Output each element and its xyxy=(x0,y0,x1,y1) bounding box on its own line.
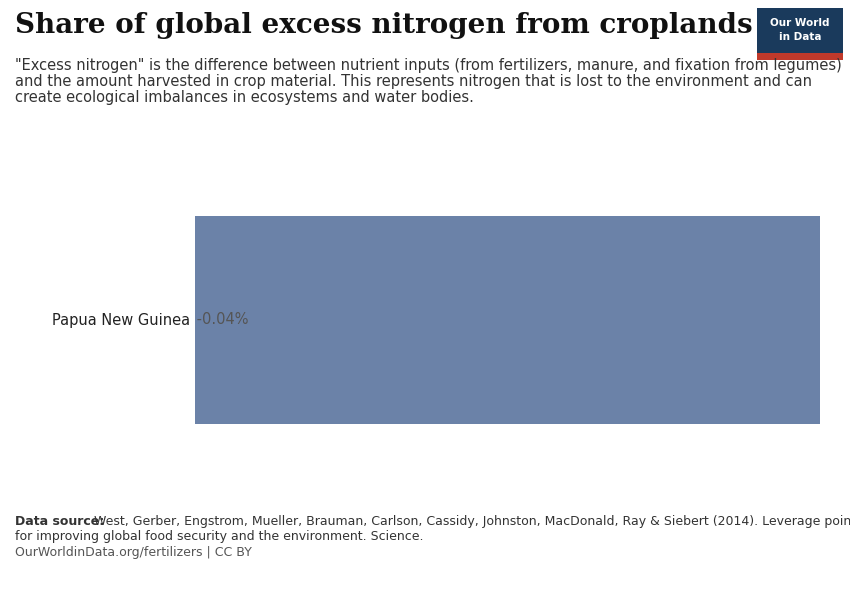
Text: for improving global food security and the environment. Science.: for improving global food security and t… xyxy=(15,530,423,543)
Text: and the amount harvested in crop material. This represents nitrogen that is lost: and the amount harvested in crop materia… xyxy=(15,74,812,89)
Text: create ecological imbalances in ecosystems and water bodies.: create ecological imbalances in ecosyste… xyxy=(15,90,474,105)
Bar xyxy=(195,216,820,424)
Bar xyxy=(757,53,843,60)
Text: OurWorldinData.org/fertilizers | CC BY: OurWorldinData.org/fertilizers | CC BY xyxy=(15,546,252,559)
Text: Our World: Our World xyxy=(770,17,830,28)
Text: "Excess nitrogen" is the difference between nutrient inputs (from fertilizers, m: "Excess nitrogen" is the difference betw… xyxy=(15,58,841,73)
Text: West, Gerber, Engstrom, Mueller, Brauman, Carlson, Cassidy, Johnston, MacDonald,: West, Gerber, Engstrom, Mueller, Brauman… xyxy=(90,515,850,528)
Text: -0.04%: -0.04% xyxy=(192,313,248,328)
Text: in Data: in Data xyxy=(779,32,821,42)
Text: Data source:: Data source: xyxy=(15,515,105,528)
Text: Papua New Guinea: Papua New Guinea xyxy=(52,313,190,328)
Text: Share of global excess nitrogen from croplands: Share of global excess nitrogen from cro… xyxy=(15,12,752,39)
